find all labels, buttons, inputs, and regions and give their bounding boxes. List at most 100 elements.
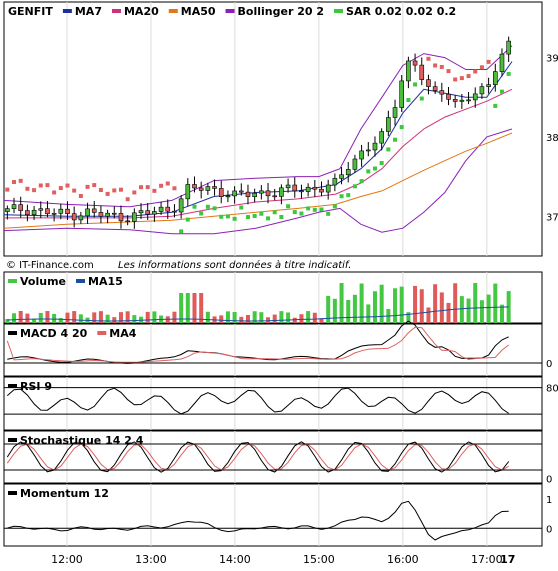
candle-body (472, 93, 478, 101)
candle-body (118, 213, 124, 222)
sar-dot (319, 207, 324, 212)
sar-dot (199, 211, 204, 216)
volume-bar (58, 318, 63, 323)
y-tick-label: 1 (546, 495, 552, 506)
volume-bar (466, 298, 471, 323)
sar-dot (306, 206, 311, 211)
volume-bar (245, 314, 250, 323)
sar-dot (245, 215, 250, 220)
sar-dot (433, 63, 438, 68)
x-tick-label: 15:00 (303, 553, 335, 566)
candle-body (345, 169, 351, 176)
volume-bar (439, 292, 444, 323)
candle-body (225, 195, 231, 198)
sar-dot (332, 204, 337, 209)
candle-body (78, 215, 84, 221)
volume-bar (105, 314, 110, 323)
volume-bar (413, 285, 418, 323)
candle-body (466, 99, 471, 102)
candle-body (172, 210, 177, 213)
legend-label: Bollinger 20 2 (238, 5, 324, 18)
candle-body (138, 210, 144, 214)
sar-dot (506, 71, 511, 76)
volume-bar (5, 319, 10, 323)
volume-bar (493, 283, 498, 323)
sar-dot (172, 186, 177, 191)
volume-bar (78, 314, 83, 323)
volume-bar (352, 294, 357, 323)
sar-dot (12, 180, 17, 185)
sar-dot (299, 211, 304, 216)
volume-bar (219, 315, 224, 323)
sar-dot (379, 161, 384, 166)
sar-dot (72, 188, 77, 193)
sar-dot (165, 181, 170, 186)
macd-ma4-line (6, 326, 510, 363)
sar-dot (219, 214, 224, 219)
sar-dot (486, 59, 491, 64)
sar-dot (439, 64, 444, 69)
volume-ma15-line (7, 306, 509, 322)
candle-body (58, 208, 64, 214)
legend-swatch (111, 9, 121, 13)
x-tick-label: 12:00 (51, 553, 83, 566)
candle-body (506, 40, 511, 55)
legend-label: MACD 4 20 (20, 327, 88, 340)
candle-body (379, 131, 384, 144)
sar-dot (139, 185, 144, 190)
candle-body (272, 195, 278, 198)
volume-bar (225, 311, 230, 323)
candle-body (65, 208, 70, 214)
sar-dot (118, 187, 123, 192)
volume-bar (32, 318, 37, 323)
bollinger-lower-line (3, 128, 513, 235)
sar-dot (58, 186, 63, 191)
volume-bar (399, 286, 404, 323)
legend-label: MA7 (75, 5, 102, 18)
candle-body (218, 188, 224, 197)
candle-body (11, 204, 17, 209)
sar-dot (92, 183, 97, 188)
volume-bar (366, 304, 371, 323)
volume-bar (393, 288, 398, 323)
candle-body (125, 220, 130, 223)
candle-body (51, 213, 57, 215)
volume-bar (286, 312, 291, 323)
candle-body (279, 187, 284, 197)
legend-swatch (76, 279, 85, 283)
candle-body (365, 149, 371, 152)
volume-bar (205, 311, 210, 323)
panel-frames (3, 1, 543, 547)
x-tick-label: 17 (500, 553, 515, 566)
sar-dot (145, 185, 150, 190)
volume-bar (299, 314, 304, 323)
sar-dot (125, 197, 130, 202)
candle-body (91, 208, 97, 213)
volume-bar (379, 284, 384, 323)
candle-body (71, 213, 77, 221)
sar-dot (185, 217, 190, 222)
volume-bar (232, 311, 237, 323)
volume-bar (252, 311, 257, 323)
sar-dot (372, 166, 377, 171)
sar-dot (426, 56, 431, 61)
sar-dot (252, 213, 257, 218)
ma50-line (3, 132, 513, 229)
candle-body (499, 53, 505, 72)
chart-marks (3, 36, 542, 541)
sar-dot (326, 211, 331, 216)
legend-label: MA20 (124, 5, 159, 18)
x-tick-label: 14:00 (219, 553, 251, 566)
sar-dot (286, 204, 291, 209)
legend-label: MA4 (109, 327, 136, 340)
volume-bar (259, 312, 264, 323)
sar-dot (259, 211, 264, 216)
volume-bar (272, 314, 277, 323)
volume-bar (185, 293, 190, 323)
x-tick-label: 16:00 (387, 553, 419, 566)
watermark: © IT-Finance.com (6, 260, 94, 271)
sar-dot (406, 98, 411, 103)
sar-dot (25, 186, 30, 191)
volume-bar (279, 311, 284, 323)
volume-bar (38, 312, 43, 323)
